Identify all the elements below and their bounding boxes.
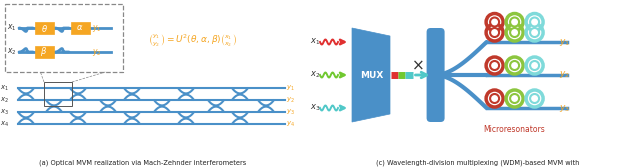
Text: $\binom{y_1}{y_2}=U^2(\theta,\alpha,\beta)\binom{x_1}{x_2}$: $\binom{y_1}{y_2}=U^2(\theta,\alpha,\bet… [148, 32, 237, 48]
Text: $y_1$: $y_1$ [92, 23, 102, 34]
FancyBboxPatch shape [35, 46, 54, 58]
Text: $x_3$: $x_3$ [0, 107, 9, 117]
Text: $y_2$: $y_2$ [92, 46, 102, 57]
Text: $x_1$: $x_1$ [0, 83, 9, 93]
Text: $\times$: $\times$ [411, 57, 423, 72]
Text: $y_2$: $y_2$ [559, 69, 570, 80]
Text: $x_3$: $x_3$ [310, 103, 321, 113]
Circle shape [510, 61, 519, 70]
FancyBboxPatch shape [70, 22, 90, 34]
Circle shape [490, 18, 499, 27]
FancyBboxPatch shape [35, 22, 54, 34]
Circle shape [530, 61, 539, 70]
Text: $y_3$: $y_3$ [559, 103, 570, 114]
Circle shape [530, 94, 539, 103]
FancyBboxPatch shape [427, 28, 445, 122]
Text: $\alpha$: $\alpha$ [76, 24, 84, 33]
Text: MUX: MUX [360, 70, 384, 79]
Text: $\theta$: $\theta$ [40, 23, 47, 34]
Text: $\beta$: $\beta$ [40, 45, 47, 58]
Circle shape [490, 28, 499, 37]
Bar [44, 82, 72, 106]
Text: (a) Optical MVM realization via Mach-Zehnder interferometers: (a) Optical MVM realization via Mach-Zeh… [40, 160, 246, 166]
Text: $x_2$: $x_2$ [0, 95, 9, 105]
Text: Microresonators: Microresonators [484, 125, 545, 134]
Text: $y_1$: $y_1$ [559, 37, 570, 47]
Circle shape [510, 28, 519, 37]
Text: $x_2$: $x_2$ [310, 70, 321, 80]
Text: $y_4$: $y_4$ [286, 119, 295, 129]
Circle shape [510, 94, 519, 103]
Circle shape [510, 18, 519, 27]
Circle shape [530, 28, 539, 37]
Circle shape [530, 18, 539, 27]
Text: $y_2$: $y_2$ [286, 95, 295, 105]
FancyBboxPatch shape [5, 4, 123, 72]
Polygon shape [352, 28, 390, 122]
Text: $y_1$: $y_1$ [286, 83, 295, 93]
Circle shape [490, 61, 499, 70]
Text: $x_4$: $x_4$ [0, 119, 9, 129]
Text: $x_2$: $x_2$ [7, 47, 17, 57]
Text: $y_3$: $y_3$ [286, 107, 295, 117]
Text: $x_1$: $x_1$ [310, 37, 320, 47]
Text: $x_1$: $x_1$ [7, 23, 17, 33]
Circle shape [490, 94, 499, 103]
Text: (c) Wavelength-division multiplexing (WDM)-based MVM with: (c) Wavelength-division multiplexing (WD… [376, 160, 580, 166]
